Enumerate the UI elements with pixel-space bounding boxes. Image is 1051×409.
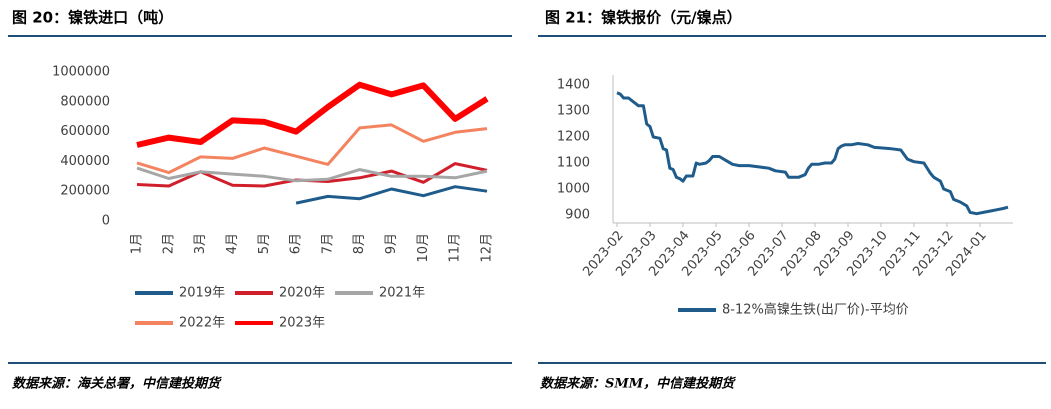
y-tick-label: 1100 xyxy=(557,156,590,171)
chart-title: 图 21：镍铁报价（元/镍点） xyxy=(545,9,742,27)
x-tick-label: 2月 xyxy=(161,233,176,254)
series-line xyxy=(136,81,489,148)
x-tick-label: 8月 xyxy=(352,233,367,254)
y-tick-label: 1300 xyxy=(557,104,590,119)
y-tick-label: 400000 xyxy=(60,154,110,169)
x-tick-label: 1月 xyxy=(130,233,145,254)
x-tick-label: 7月 xyxy=(320,233,335,254)
series-line xyxy=(136,123,488,175)
legend-label: 2020年 xyxy=(279,286,325,301)
x-tick-label: 12月 xyxy=(480,233,495,263)
y-tick-label: 1400 xyxy=(557,78,590,93)
y-tick-label: 600000 xyxy=(60,124,110,139)
x-tick-label: 10月 xyxy=(416,233,431,263)
x-tick-label: 3月 xyxy=(193,233,208,254)
legend-label: 2021年 xyxy=(379,286,425,301)
legend-label: 2022年 xyxy=(179,316,225,331)
legend-label: 8-12%高镍生铁(出厂价)-平均价 xyxy=(722,302,909,318)
y-tick-label: 0 xyxy=(102,214,110,229)
series-line xyxy=(616,91,1009,216)
legend-label: 2019年 xyxy=(179,286,225,301)
x-tick-label: 5月 xyxy=(257,233,272,254)
y-tick-label: 800000 xyxy=(60,94,110,109)
y-tick-label: 1200 xyxy=(557,130,590,145)
source-note: 数据来源：SMM，中信建投期货 xyxy=(540,376,736,392)
series-line xyxy=(136,166,488,183)
x-tick-label: 11月 xyxy=(448,233,463,263)
chart-title: 图 20：镍铁进口（吨） xyxy=(12,9,173,27)
y-tick-label: 900 xyxy=(565,208,590,223)
legend-label: 2023年 xyxy=(279,316,325,331)
series-line xyxy=(295,185,488,205)
source-note: 数据来源：海关总署，中信建投期货 xyxy=(12,376,222,392)
y-tick-label: 1000000 xyxy=(52,65,110,80)
x-tick-label: 9月 xyxy=(384,233,399,254)
y-tick-label: 200000 xyxy=(60,184,110,199)
y-tick-label: 1000 xyxy=(557,182,590,197)
x-tick-label: 6月 xyxy=(289,233,304,254)
x-tick-label: 4月 xyxy=(225,233,240,254)
